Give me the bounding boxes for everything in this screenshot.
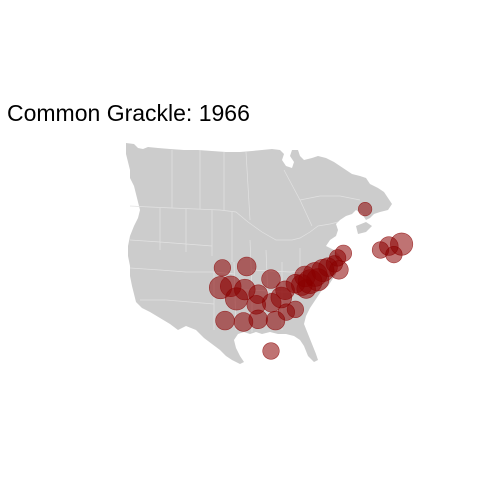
us-canada-border <box>129 205 339 241</box>
observation-point <box>215 310 235 331</box>
nova-scotia-shape <box>356 222 372 234</box>
observation-point <box>262 342 280 360</box>
observation-point <box>286 300 305 319</box>
observation-point <box>358 202 373 217</box>
observation-point <box>248 309 268 329</box>
observation-point <box>213 259 231 277</box>
north-america-landmass <box>126 143 392 364</box>
observation-point <box>237 256 257 277</box>
observation-points <box>209 202 414 360</box>
map-title: Common Grackle: 1966 <box>7 100 250 126</box>
observation-point <box>225 287 249 311</box>
province-borders <box>171 150 361 227</box>
land-layer <box>126 143 392 364</box>
observation-point <box>385 246 403 264</box>
observation-point <box>261 269 281 289</box>
